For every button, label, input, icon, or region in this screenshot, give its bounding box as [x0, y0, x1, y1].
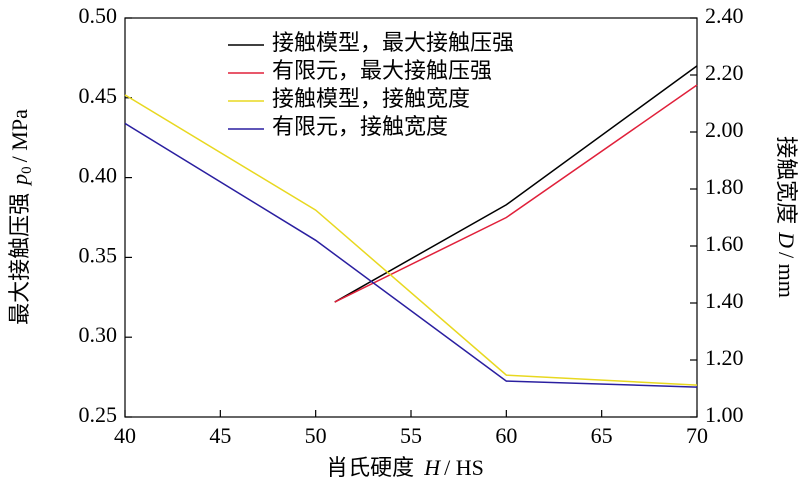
x-tick-label: 50 [305, 423, 327, 448]
y-axis-label: 最大接触压强 p0 / MPa [7, 109, 35, 325]
legend-label: 接触模型，最大接触压强 [272, 30, 514, 55]
x-tick-label: 65 [591, 423, 613, 448]
series-line [334, 65, 698, 303]
x-tick-label: 40 [114, 423, 136, 448]
y-label-text: 最大接触压强 [7, 193, 32, 325]
x-label-unit: / HS [444, 455, 484, 480]
legend-label: 有限元，接触宽度 [272, 114, 448, 139]
y2-tick-label: 1.80 [705, 174, 744, 199]
y2-tick-label: 1.60 [705, 231, 744, 256]
y2-tick-label: 2.20 [705, 60, 744, 85]
x-tick-label: 60 [495, 423, 517, 448]
x-tick-label: 55 [400, 423, 422, 448]
y2-label-unit: / mm [774, 252, 799, 298]
y2-label-symbol: D [774, 231, 799, 248]
x-tick-label: 45 [209, 423, 231, 448]
y-tick-label: 0.35 [79, 242, 118, 267]
x-label-text: 肖氏硬度 [326, 455, 414, 480]
y2-tick-label: 1.00 [705, 402, 744, 427]
y2-tick-label: 1.20 [705, 345, 744, 370]
series-line [124, 94, 698, 386]
x-tick-label: 70 [686, 423, 708, 448]
y-tick-label: 0.50 [79, 3, 118, 28]
y-tick-label: 0.30 [79, 322, 118, 347]
y2-label-text: 接触宽度 [774, 136, 799, 224]
x-label-symbol: H [423, 455, 441, 480]
y-label-symbol: p [7, 174, 32, 187]
legend-label: 有限元，最大接触压强 [272, 58, 492, 83]
y-label-unit: / MPa [7, 109, 32, 162]
y2-axis-label: 接触宽度 D / mm [774, 136, 799, 298]
y-tick-label: 0.45 [79, 83, 118, 108]
series-line [124, 122, 698, 388]
legend-label: 接触模型，接触宽度 [272, 86, 470, 111]
y2-tick-label: 2.40 [705, 3, 744, 28]
y-tick-label: 0.40 [79, 163, 118, 188]
series-line [334, 84, 698, 303]
y2-tick-label: 1.40 [705, 288, 744, 313]
y2-tick-label: 2.00 [705, 117, 744, 142]
y-tick-label: 0.25 [79, 402, 118, 427]
x-axis-label: 肖氏硬度 H / HS [326, 455, 484, 480]
y-label-subscript: 0 [19, 166, 35, 174]
